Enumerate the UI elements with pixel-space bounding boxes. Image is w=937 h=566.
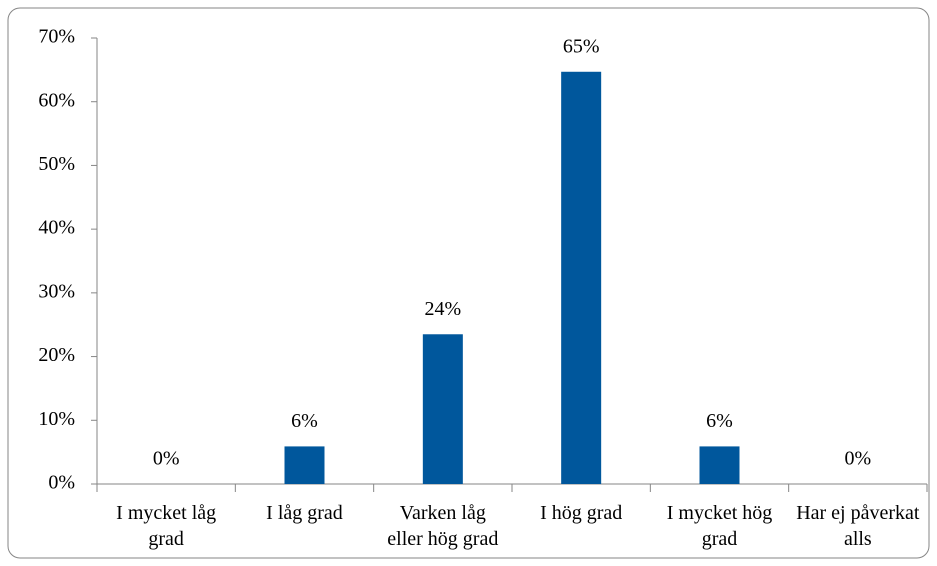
x-tick-label: Varken låg eller hög grad (387, 502, 498, 550)
bar (561, 71, 602, 485)
x-tick-label: I hög grad (540, 502, 622, 524)
bar (699, 446, 740, 484)
y-tick-label: 60% (38, 89, 75, 111)
y-tick-label: 70% (38, 26, 75, 48)
y-tick-label: 20% (38, 344, 75, 366)
value-label: 24% (424, 298, 461, 320)
value-label: 6% (291, 410, 318, 432)
y-tick-label: 30% (38, 280, 75, 302)
x-tick-label: I mycket låg grad (116, 502, 216, 550)
value-label: 65% (563, 35, 600, 57)
x-tick-label: Har ej påverkat alls (796, 502, 920, 550)
y-tick-label: 40% (38, 217, 75, 239)
x-tick-label: I mycket hög grad (667, 502, 773, 550)
bar (284, 446, 325, 484)
y-tick-label: 0% (48, 472, 75, 494)
value-label: 6% (706, 410, 733, 432)
y-tick-label: 10% (38, 408, 75, 430)
y-tick-label: 50% (38, 153, 75, 175)
bar (422, 334, 463, 484)
value-label: 0% (844, 448, 871, 470)
value-label: 0% (153, 448, 180, 470)
chart-border (7, 7, 930, 559)
x-tick-label: I låg grad (266, 502, 343, 524)
